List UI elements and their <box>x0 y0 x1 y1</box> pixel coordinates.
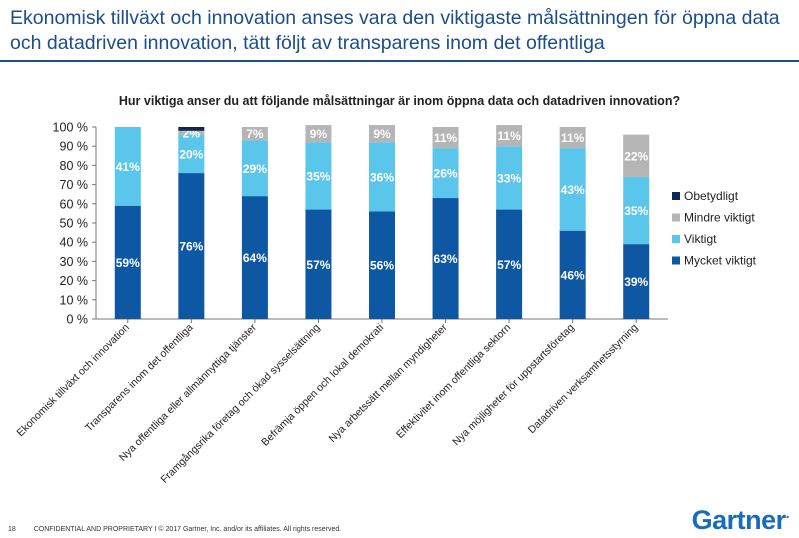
data-label: 22% <box>624 149 648 163</box>
legend-swatch <box>672 213 680 222</box>
y-tick-label: 60 % <box>60 197 89 211</box>
bar-segment <box>241 196 268 319</box>
data-label: 57% <box>306 258 330 272</box>
data-label: 39% <box>624 275 648 289</box>
data-label: 76% <box>179 240 203 254</box>
bar-segment <box>369 125 395 143</box>
bar-segment <box>178 134 205 174</box>
bar-segment <box>432 127 459 149</box>
bar-segment <box>559 127 586 149</box>
x-category-label: Nya offentliga eller allmännyttiga tjäns… <box>117 321 259 463</box>
legend-label: Mindre viktigt <box>684 211 755 225</box>
gartner-logo: Gartner. <box>691 505 790 536</box>
y-tick-label: 0 % <box>66 313 88 327</box>
data-label: 41% <box>116 160 140 174</box>
y-tick-label: 30 % <box>60 255 89 269</box>
y-tick-label: 10 % <box>60 293 89 307</box>
bar-segment <box>114 127 141 206</box>
slide-title-line-1: Ekonomisk tillväxt och innovation anses … <box>10 7 780 29</box>
x-category-label: Nya möjligheter för uppstartsföretag <box>450 322 577 449</box>
y-tick-label: 70 % <box>60 178 89 192</box>
data-label: 26% <box>434 167 458 181</box>
legend-swatch <box>672 256 680 265</box>
bar-segment <box>432 198 459 319</box>
bar-segment <box>369 211 395 319</box>
bar-segment <box>496 125 523 147</box>
bar-segment <box>623 176 650 245</box>
data-label: 20% <box>179 147 203 161</box>
legend-swatch <box>672 192 680 200</box>
data-label: 43% <box>561 183 585 197</box>
bar-segment <box>241 140 268 197</box>
bar-segment <box>496 146 523 210</box>
gartner-logo-dot: . <box>785 505 790 521</box>
data-label: 7% <box>246 127 264 141</box>
bar-segment <box>114 205 141 319</box>
data-label: 64% <box>243 251 267 265</box>
data-label: 36% <box>370 170 394 184</box>
title-divider <box>0 60 799 62</box>
data-label: 29% <box>243 162 267 176</box>
bar-segment <box>559 148 586 231</box>
stacked-bar-chart: 0 % 10 % 20 % 30 % 40 % 50 % 60 % 70 % 80 % 90 % 1… <box>14 121 757 486</box>
y-tick-label: 90 % <box>60 140 89 154</box>
bar-segment <box>241 127 268 141</box>
data-label: 63% <box>434 252 458 266</box>
bar-segment <box>432 148 459 199</box>
data-label: 59% <box>116 256 140 270</box>
page-number: 18 <box>8 526 16 533</box>
data-label: 9% <box>310 127 328 141</box>
y-tick-label: 50 % <box>60 217 89 231</box>
data-label: 35% <box>306 169 330 183</box>
data-label: 56% <box>370 259 394 273</box>
legend-label: Viktigt <box>684 232 717 246</box>
legend-label: Mycket viktigt <box>684 254 757 268</box>
data-label: 33% <box>497 171 521 185</box>
bar-segment <box>178 130 205 135</box>
x-category-label: Ekonomisk tillväxt och innovation <box>14 322 132 440</box>
data-label: 11% <box>434 131 458 145</box>
x-category-label: Befrämja öppen och lokal demokrati <box>259 322 386 449</box>
bar-segment <box>623 134 650 177</box>
bar-segment <box>496 209 523 319</box>
x-category-label: Transparens inom det offentliga <box>83 322 196 435</box>
data-label: 11% <box>561 131 585 145</box>
bar-segment <box>178 127 205 131</box>
bar-segment <box>305 142 332 210</box>
data-label: 46% <box>561 268 585 282</box>
data-label: 9% <box>373 127 391 141</box>
bar-segment <box>305 125 332 143</box>
data-label: 35% <box>624 204 648 218</box>
x-category-label: Nya arbetssätt mellan myndigheter <box>326 321 450 445</box>
gartner-logo-text: Gartner <box>691 505 787 535</box>
x-category-label: Effektivitet inom offentliga sektorn <box>394 322 513 441</box>
y-tick-label: 20 % <box>60 274 89 288</box>
bar-segment <box>559 230 586 319</box>
y-tick-label: 100 % <box>53 121 88 135</box>
bar-segment <box>178 173 205 319</box>
slide-title-line-2: och datadriven innovation, tätt följt av… <box>10 32 605 54</box>
x-category-label: Datadriven verksamhetsstyrning <box>526 322 641 437</box>
confidential-notice: CONFIDENTIAL AND PROPRIETARY I © 2017 Ga… <box>33 526 342 533</box>
y-tick-label: 40 % <box>60 236 89 250</box>
data-label: 57% <box>497 258 521 272</box>
bar-segment <box>369 142 395 212</box>
slide-title: Ekonomisk tillväxt och innovation anses … <box>10 6 790 56</box>
y-tick-label: 80 % <box>60 159 89 173</box>
legend-label: Obetydligt <box>684 189 739 203</box>
bar-segment <box>623 244 650 319</box>
chart-title: Hur viktiga anser du att följande målsät… <box>118 94 681 108</box>
footer: 18 CONFIDENTIAL AND PROPRIETARY I © 2017… <box>8 526 341 533</box>
bar-segment <box>305 209 332 319</box>
legend-swatch <box>672 235 680 243</box>
data-label: 11% <box>497 129 521 143</box>
